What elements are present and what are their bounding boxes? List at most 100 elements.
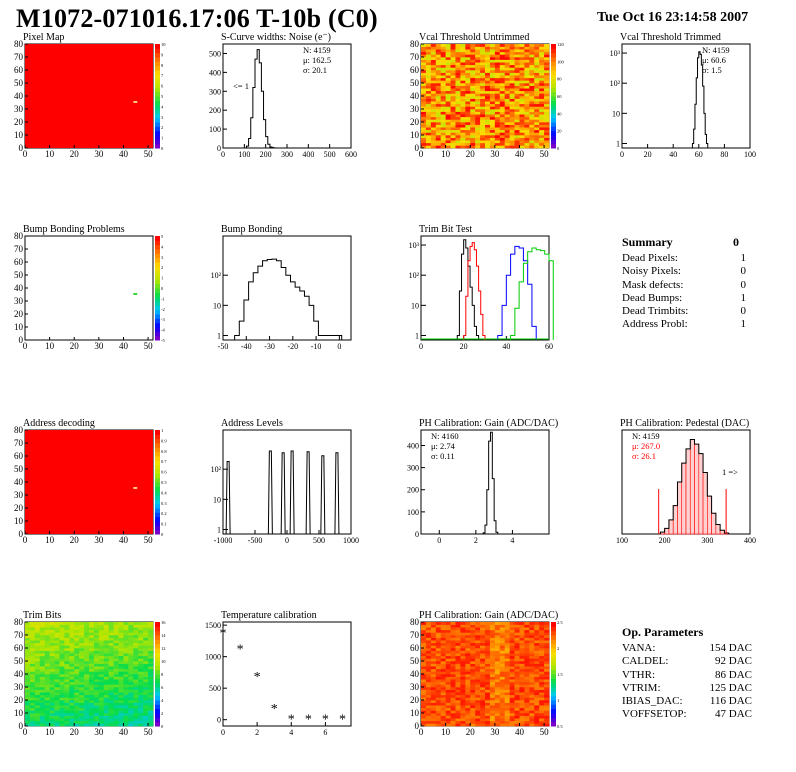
heatmap-cell	[64, 648, 70, 651]
heatmap-cell	[84, 635, 90, 638]
heatmap-cell	[74, 713, 80, 716]
heatmap-cell	[128, 702, 134, 706]
heatmap-cell	[534, 44, 540, 47]
heatmap-cell	[84, 637, 90, 641]
heatmap-cell	[44, 700, 50, 703]
heatmap-cell	[93, 642, 100, 646]
heatmap-cell	[128, 622, 134, 625]
heatmap-cell	[519, 70, 525, 73]
heatmap-cell	[123, 648, 129, 651]
heatmap-cell	[485, 72, 491, 76]
heatmap-cell	[59, 642, 65, 646]
heatmap-cell	[123, 705, 129, 709]
heatmap-cell	[494, 140, 501, 144]
heatmap-cell	[499, 663, 505, 667]
color-scale-band	[155, 490, 160, 496]
heatmap-cell	[494, 622, 501, 625]
heatmap-cell	[34, 663, 41, 667]
heatmap-cell	[25, 653, 31, 657]
heatmap-cell	[450, 103, 456, 107]
heatmap-cell	[54, 622, 60, 625]
heatmap-cell	[475, 132, 481, 136]
heatmap-cell	[29, 687, 36, 690]
heatmap-cell	[509, 77, 515, 81]
heatmap-cell	[539, 116, 545, 120]
heatmap-cell	[29, 700, 36, 703]
heatmap-cell	[34, 684, 41, 688]
heatmap-cell	[514, 54, 520, 58]
color-scale-band	[551, 126, 556, 132]
x-tick-label: 10	[45, 341, 55, 351]
heatmap-cell	[480, 67, 486, 71]
heatmap-cell	[460, 90, 466, 94]
heatmap-cell	[485, 93, 491, 97]
heatmap-cell	[465, 663, 471, 667]
heatmap-cell	[485, 46, 491, 50]
heatmap-cell	[445, 663, 451, 667]
heatmap-cell	[499, 668, 505, 672]
heatmap-cell	[430, 122, 437, 125]
heatmap-cell	[494, 96, 501, 99]
heatmap-cell	[514, 106, 520, 110]
x-tick-label: 40	[119, 341, 129, 351]
y-tick-label: 70	[14, 244, 24, 254]
heatmap-cell	[460, 632, 466, 636]
heatmap-cell	[425, 705, 432, 709]
heatmap-cell	[79, 653, 85, 657]
heatmap-cell	[539, 93, 545, 97]
heatmap-cell	[450, 122, 456, 125]
heatmap-cell	[539, 98, 545, 102]
heatmap-cell	[113, 655, 119, 659]
heatmap-cell	[504, 140, 510, 144]
y-tick-label: 60	[410, 643, 420, 653]
heatmap-cell	[534, 98, 540, 102]
heatmap-cell	[485, 694, 491, 698]
heatmap-cell	[465, 674, 471, 677]
heatmap-cell	[519, 710, 525, 714]
heatmap-cell	[504, 627, 510, 631]
heatmap-cell	[539, 671, 545, 675]
heatmap-cell	[514, 46, 520, 50]
heatmap-cell	[499, 681, 505, 685]
heatmap-cell	[430, 80, 437, 84]
heatmap-cell	[59, 640, 65, 644]
heatmap-cell	[450, 718, 456, 722]
heatmap-cell	[529, 674, 535, 677]
heatmap-cell	[519, 119, 525, 123]
heatmap-cell	[430, 62, 437, 66]
heatmap-cell	[89, 707, 95, 711]
heatmap-cell	[435, 70, 441, 73]
heatmap-cell	[504, 54, 510, 58]
heatmap-cell	[480, 96, 486, 99]
chart-title: Vcal Threshold Untrimmed	[419, 32, 529, 43]
heatmap-cell	[524, 710, 530, 714]
heatmap-cell	[470, 668, 476, 672]
heatmap-cell	[118, 713, 124, 716]
heatmap-cell	[504, 710, 510, 714]
heatmap-cell	[440, 122, 446, 125]
color-scale-label: -5	[161, 338, 165, 343]
heatmap-cell	[59, 705, 65, 709]
heatmap-cell	[455, 663, 461, 667]
heatmap-cell	[509, 59, 515, 63]
heatmap-cell	[69, 671, 75, 675]
heatmap-cell	[445, 645, 451, 649]
y-tick-label: 60	[14, 451, 24, 461]
summary-count: 0	[740, 304, 747, 317]
plot-frame	[222, 235, 352, 341]
heatmap-cell	[524, 140, 530, 144]
heatmap-cell	[440, 694, 446, 698]
heatmap-cell	[430, 627, 437, 631]
heatmap-cell	[435, 124, 441, 128]
heatmap-cell	[74, 679, 80, 683]
heatmap-cell	[460, 83, 466, 86]
heatmap-cell	[84, 648, 90, 651]
heatmap-cell	[499, 57, 505, 60]
heatmap-cell	[460, 705, 466, 709]
heatmap-cell	[440, 44, 446, 47]
heatmap-cell	[29, 697, 36, 701]
plot-frame	[222, 621, 352, 727]
heatmap-cell	[34, 661, 41, 664]
heatmap-cell	[143, 702, 149, 706]
heatmap-cell	[544, 70, 550, 73]
